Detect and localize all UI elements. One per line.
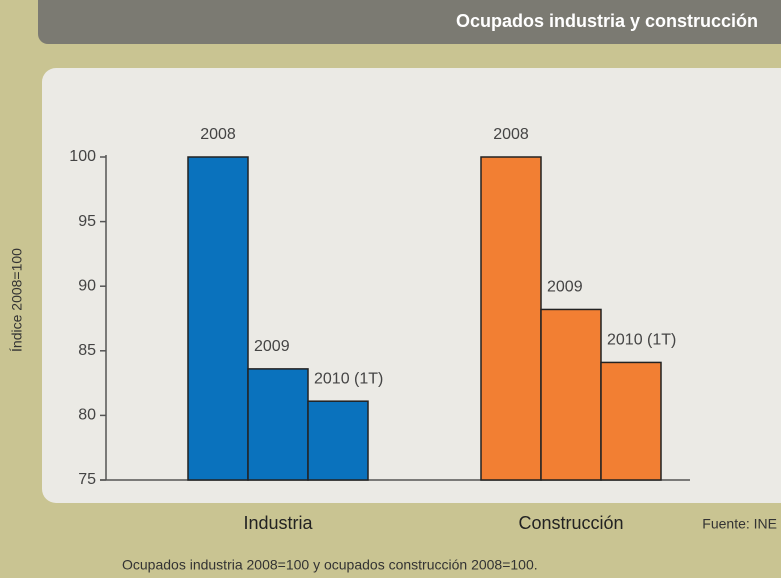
bar-label: 2010 (1T) xyxy=(314,370,383,387)
bar xyxy=(480,156,542,481)
bar xyxy=(600,361,662,481)
x-tick-label: Construcción xyxy=(518,513,623,533)
footnote: Ocupados industria 2008=100 y ocupados c… xyxy=(122,557,538,573)
x-tick-label: Industria xyxy=(243,513,313,533)
header-bar xyxy=(38,0,781,44)
bar-label: 2008 xyxy=(493,126,529,143)
bar-label: 2009 xyxy=(547,279,583,296)
y-tick-label: 95 xyxy=(78,213,96,230)
bar-label: 2009 xyxy=(254,338,290,355)
y-axis-label: Índice 2008=100 xyxy=(9,248,25,352)
chart-title: Ocupados industria y construcción xyxy=(456,11,758,31)
plot-panel xyxy=(42,68,781,503)
bar-label: 2008 xyxy=(200,126,236,143)
bar xyxy=(540,308,602,481)
y-tick-label: 85 xyxy=(78,342,96,359)
y-tick-label: 80 xyxy=(78,407,96,424)
y-tick-label: 100 xyxy=(69,148,96,165)
bar-label: 2010 (1T) xyxy=(607,332,676,349)
source: Fuente: INE xyxy=(702,516,777,532)
bar xyxy=(307,400,369,481)
y-tick-label: 90 xyxy=(78,277,96,294)
y-tick-label: 75 xyxy=(78,471,96,488)
bar xyxy=(247,368,309,481)
bar xyxy=(187,156,249,481)
